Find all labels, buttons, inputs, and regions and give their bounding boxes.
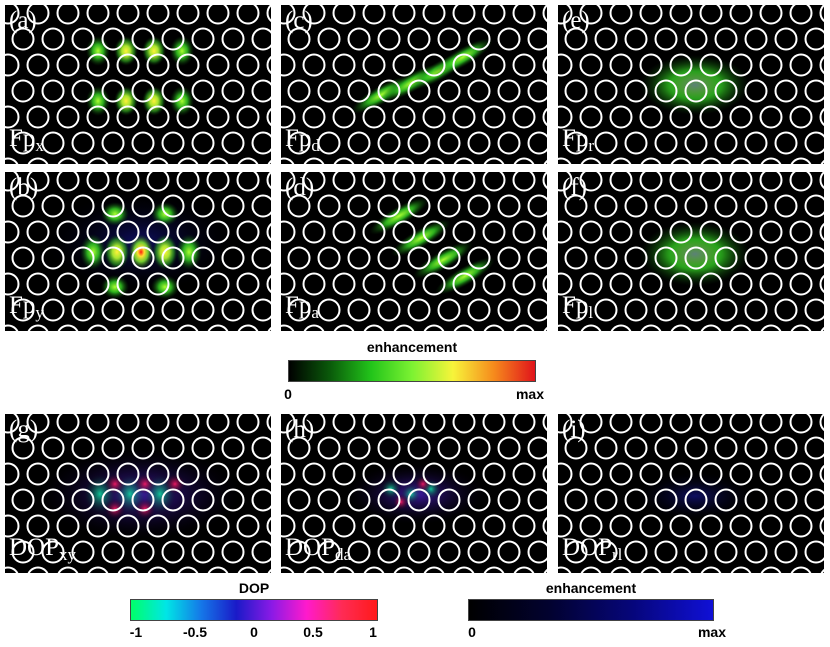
colorbar-max-label: max xyxy=(697,624,727,640)
panel-label: (i) xyxy=(562,416,586,443)
quantity-label: Fpd xyxy=(285,125,320,155)
panel-a: (a) Fpx xyxy=(5,5,271,164)
field-map xyxy=(5,5,271,164)
enhancement-blue-colorbar xyxy=(468,599,714,621)
quantity-label: Fpr xyxy=(562,125,595,155)
field-map xyxy=(281,172,547,331)
panel-f: (f) Fpl xyxy=(558,172,824,331)
field-map xyxy=(558,414,824,573)
panel-label: (g) xyxy=(9,416,39,443)
quantity-label: DOPxy xyxy=(9,534,77,564)
panel-label: (h) xyxy=(285,416,315,443)
quantity-label: DOPrl xyxy=(562,534,623,564)
dop-tick: 0.5 xyxy=(303,624,323,640)
field-map xyxy=(5,414,271,573)
quantity-label: Fpa xyxy=(285,292,319,322)
quantity-label: Fpx xyxy=(9,125,44,155)
colorbar-title: DOP xyxy=(238,580,270,596)
field-map xyxy=(281,5,547,164)
quantity-label: Fpy xyxy=(9,292,44,322)
field-map xyxy=(558,172,824,331)
field-map xyxy=(558,5,824,164)
panel-e: (e) Fpr xyxy=(558,5,824,164)
dop-colorbar xyxy=(130,599,378,621)
panel-label: (d) xyxy=(285,174,315,201)
enhancement-colorbar xyxy=(288,360,536,382)
panel-label: (f) xyxy=(562,174,587,201)
dop-tick: 1 xyxy=(369,624,377,640)
colorbar-title: enhancement xyxy=(366,339,458,355)
panel-h: (h) DOPda xyxy=(281,414,547,573)
quantity-label: Fpl xyxy=(562,292,594,322)
panel-label: (b) xyxy=(9,174,39,201)
panel-c: (c) Fpd xyxy=(281,5,547,164)
colorbar-min-label: 0 xyxy=(468,624,476,640)
field-map xyxy=(281,414,547,573)
quantity-label: DOPda xyxy=(285,534,352,564)
panel-b: (b) Fpy xyxy=(5,172,271,331)
colorbar-min-label: 0 xyxy=(284,386,292,402)
panel-g: (g) DOPxy xyxy=(5,414,271,573)
panel-label: (a) xyxy=(9,7,37,34)
colorbar-title: enhancement xyxy=(545,580,637,596)
dop-tick: -1 xyxy=(129,624,143,640)
dop-tick: 0 xyxy=(250,624,258,640)
panel-label: (c) xyxy=(285,7,313,34)
panel-d: (d) Fpa xyxy=(281,172,547,331)
field-map xyxy=(5,172,271,331)
panel-label: (e) xyxy=(562,7,590,34)
dop-tick: -0.5 xyxy=(182,624,208,640)
panel-i: (i) DOPrl xyxy=(558,414,824,573)
colorbar-max-label: max xyxy=(515,386,545,402)
